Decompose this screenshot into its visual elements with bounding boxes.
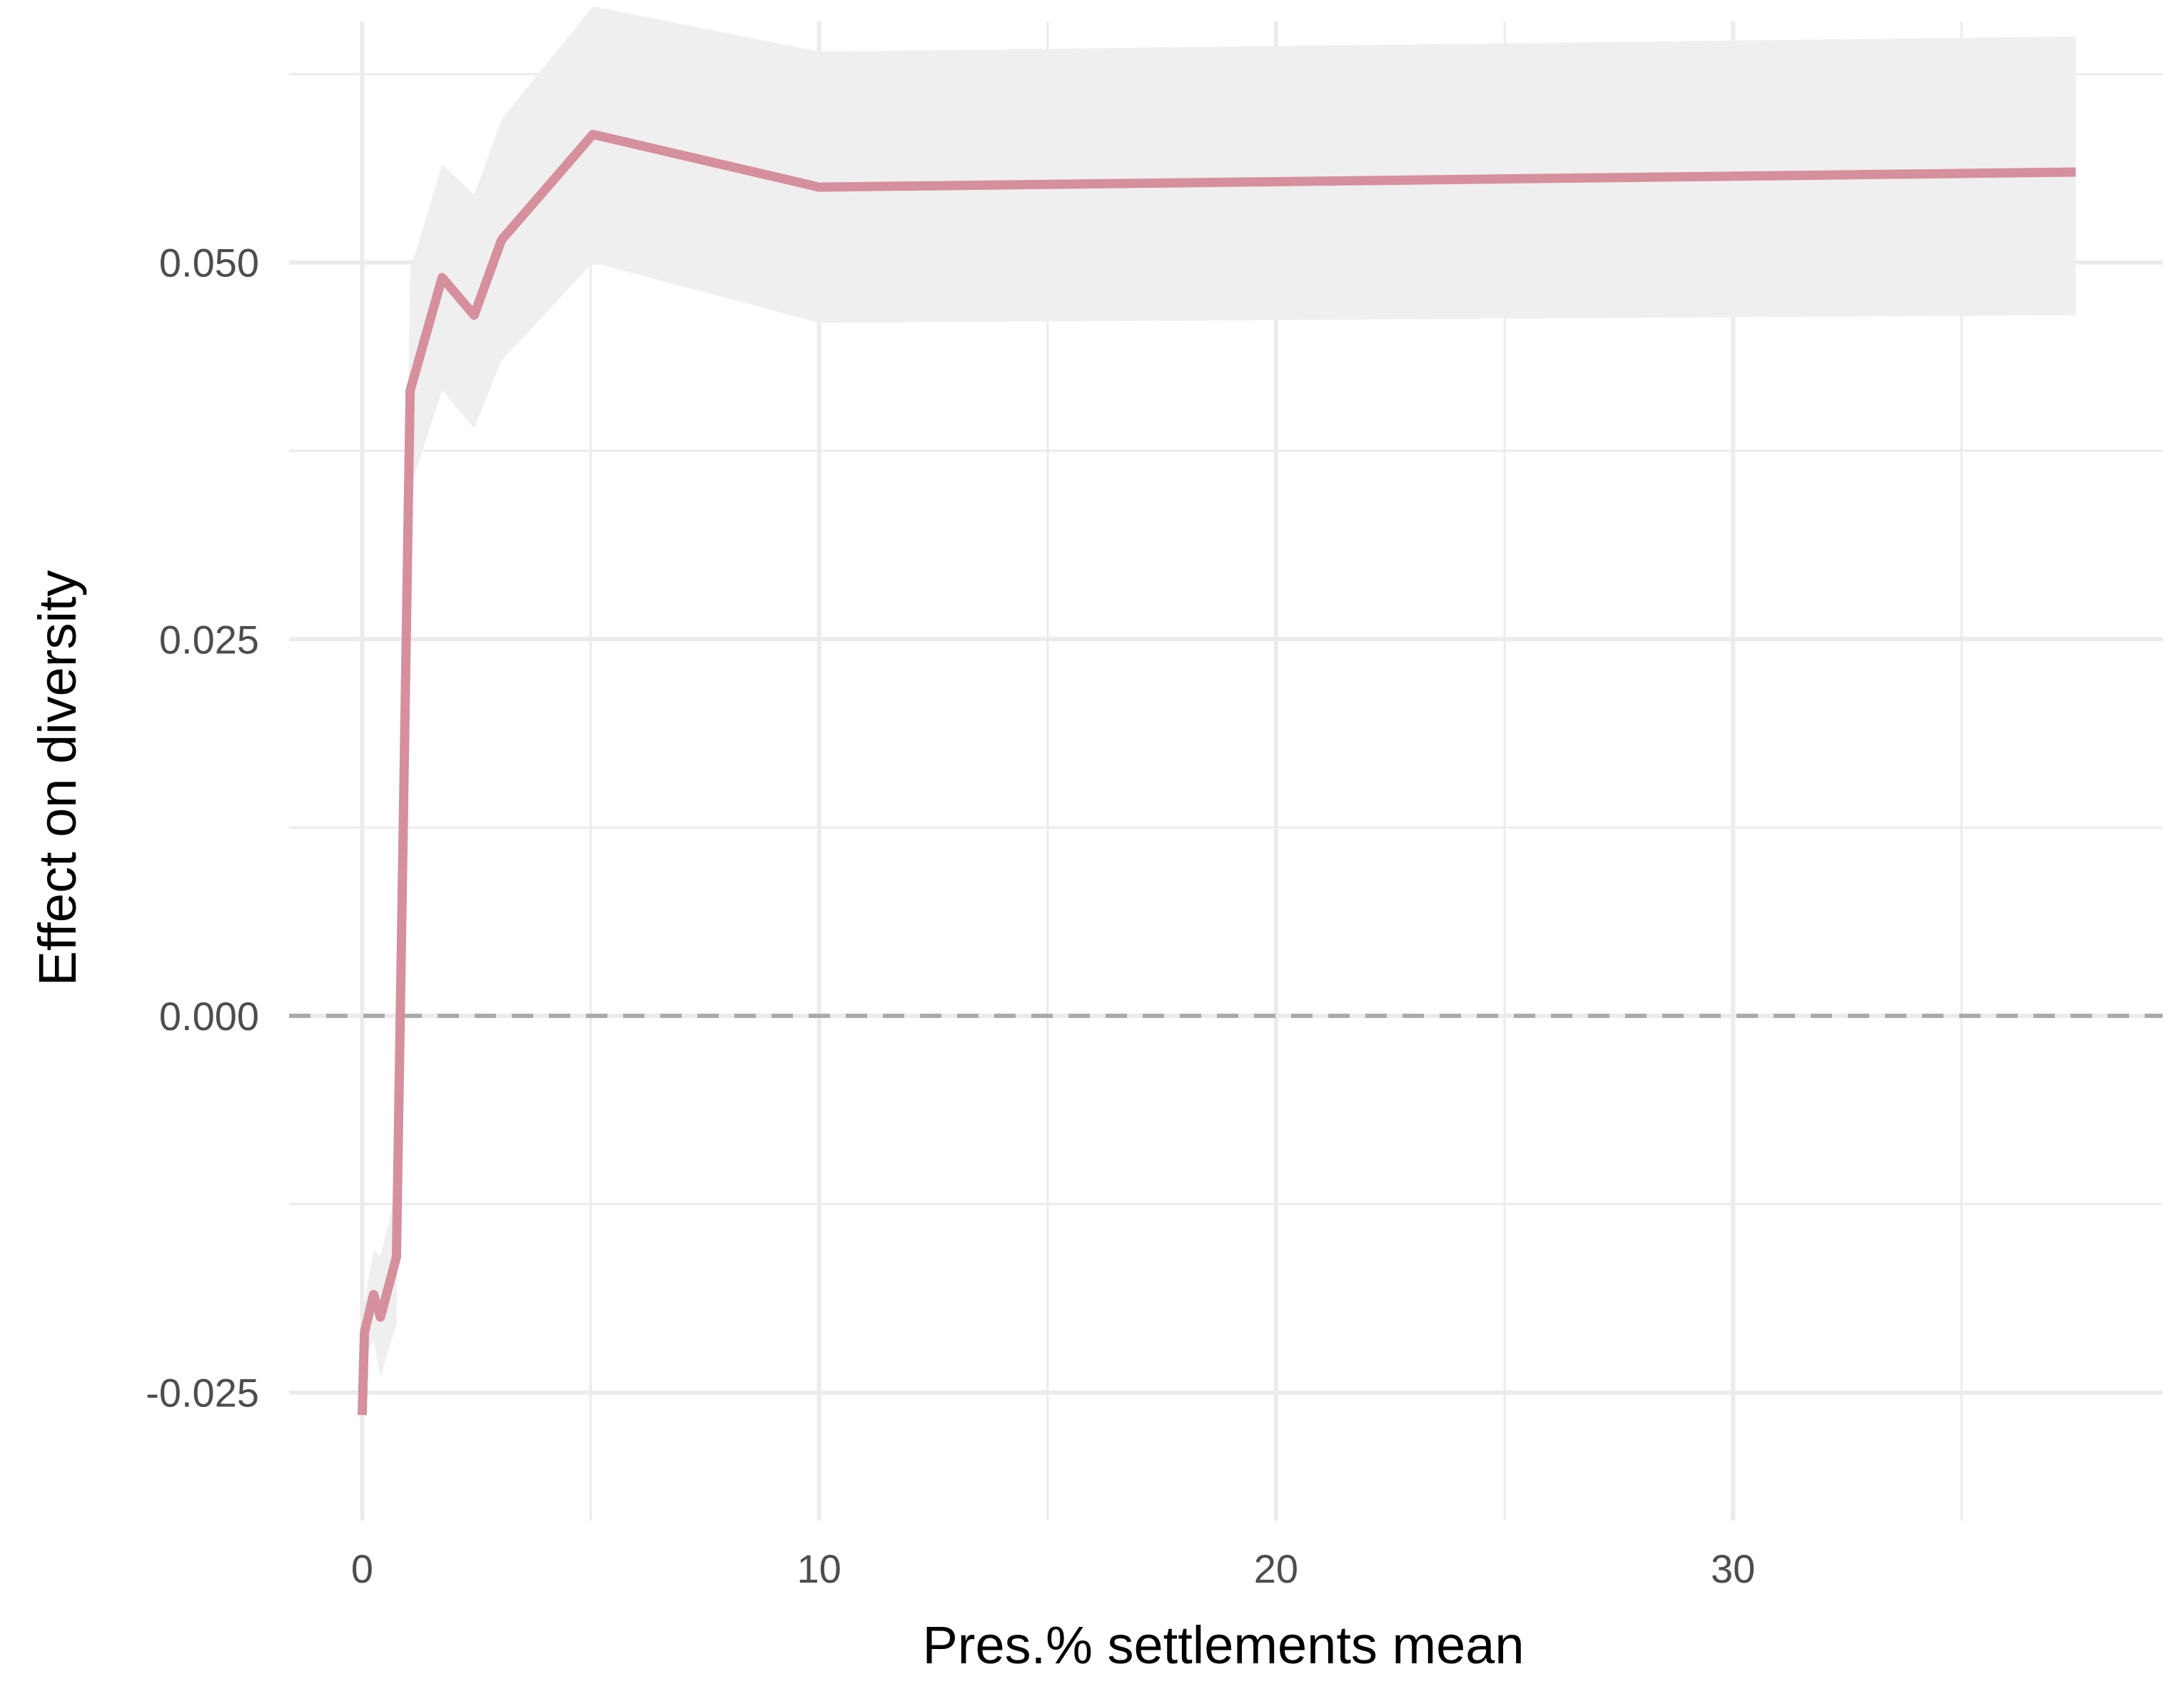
confidence-band <box>362 6 2076 1416</box>
y-axis-ticks: -0.025 0.000 0.025 0.050 <box>146 241 259 1416</box>
x-tick-label: 0 <box>351 1546 373 1591</box>
effect-line <box>357 129 2076 1416</box>
x-tick-label: 20 <box>1254 1546 1298 1591</box>
x-axis-title: Pres.% settlements mean <box>922 1615 1524 1675</box>
y-tick-label: 0.050 <box>159 241 259 286</box>
confidence-band-area <box>362 6 2076 1416</box>
y-axis-title: Effect on diversity <box>28 570 87 987</box>
x-axis-ticks: 0 10 20 30 <box>351 1546 1755 1591</box>
y-tick-label: 0.025 <box>159 617 259 662</box>
effect-series-line <box>357 129 2076 1416</box>
x-tick-label: 30 <box>1711 1546 1755 1591</box>
y-tick-label: 0.000 <box>159 994 259 1039</box>
x-tick-label: 10 <box>797 1546 841 1591</box>
y-tick-label: -0.025 <box>146 1371 259 1416</box>
